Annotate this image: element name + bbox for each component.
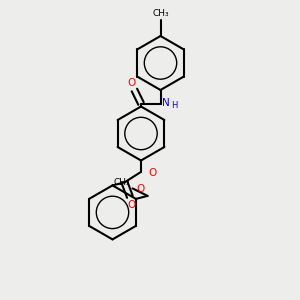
Text: H: H <box>171 101 177 110</box>
Text: O: O <box>127 79 136 88</box>
Text: CH₃: CH₃ <box>152 9 169 18</box>
Text: O: O <box>127 200 136 210</box>
Text: O: O <box>136 184 145 194</box>
Text: N: N <box>162 98 170 109</box>
Text: O: O <box>148 168 157 178</box>
Text: CH₃: CH₃ <box>113 178 130 187</box>
